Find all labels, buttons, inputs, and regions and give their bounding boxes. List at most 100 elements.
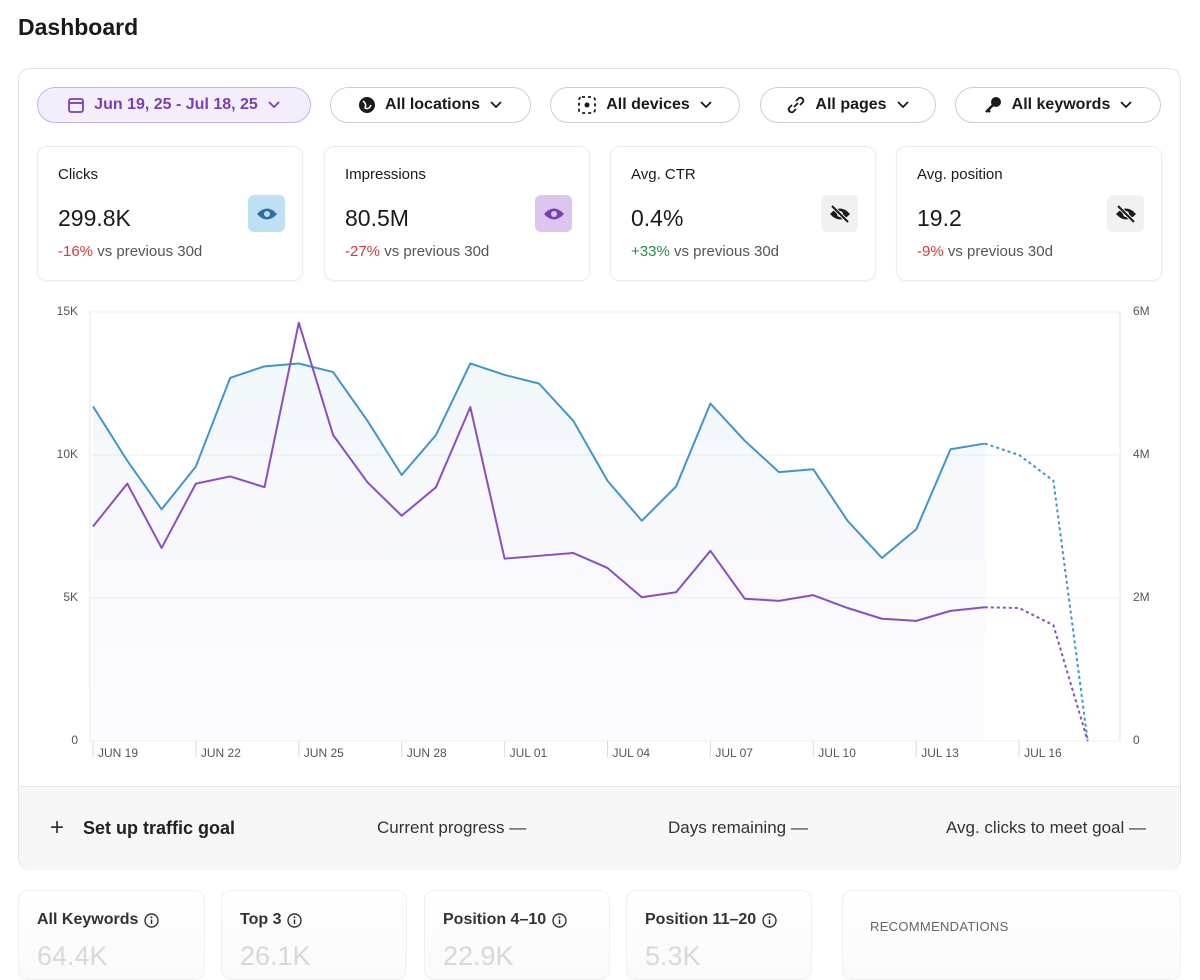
goal-stat-label: Current progress xyxy=(377,818,505,837)
filter-label: Jun 19, 25 - Jul 18, 25 xyxy=(94,96,258,113)
page-filter[interactable]: All pages xyxy=(760,87,936,123)
metric-label: Clicks xyxy=(58,166,98,183)
visibility-toggle[interactable] xyxy=(1107,195,1144,232)
y-tick-label: 5K xyxy=(63,590,78,604)
calendar-icon xyxy=(68,98,85,113)
goal-action[interactable]: Set up traffic goal xyxy=(83,818,236,838)
keyword-card[interactable]: All Keywords 64.4K xyxy=(18,890,205,980)
keyword-card-value: 22.9K xyxy=(443,941,514,971)
x-tick-label: JUL 01 xyxy=(510,746,548,760)
chart: 0 5K 10K 15K 0 2M 4M 6M JUN 19 JUN 22 JUN 25 JUN 28… xyxy=(57,304,1150,760)
filter-label: All devices xyxy=(606,96,690,113)
visibility-toggle[interactable] xyxy=(535,195,572,232)
keyword-card-value: 26.1K xyxy=(240,941,311,971)
chevron xyxy=(268,101,280,109)
eye-off-icon xyxy=(829,204,850,223)
metric-value: 19.2 xyxy=(917,205,962,231)
metric-comparison: vs previous 30d xyxy=(673,243,780,260)
recommendations-title: RECOMMENDATIONS xyxy=(870,919,1009,934)
keyword-card-title: Position 11–20 xyxy=(645,911,757,928)
metric-comparison: vs previous 30d xyxy=(947,243,1053,260)
keyword-card-label: Top 3 xyxy=(240,911,303,929)
metric-change: -9% xyxy=(917,243,944,260)
x-tick-label: JUL 13 xyxy=(921,746,959,760)
x-tick-label: JUL 16 xyxy=(1024,746,1062,760)
metric-label: Impressions xyxy=(345,166,426,183)
keyword-card-value: 5.3K xyxy=(645,941,701,971)
filter-label: All locations xyxy=(384,96,481,113)
goal-stat-value: — xyxy=(1129,818,1147,837)
x-tick-label: JUN 28 xyxy=(407,746,447,760)
line xyxy=(92,362,985,559)
x-tick-label: JUL 07 xyxy=(715,746,753,760)
x-tick-label: JUL 10 xyxy=(818,746,856,760)
chevron xyxy=(700,101,712,109)
eye-off-icon xyxy=(1115,204,1136,223)
metric-value: 80.5M xyxy=(345,205,409,231)
link-icon xyxy=(788,96,805,114)
metric-change: -16% xyxy=(58,243,94,260)
visibility-toggle[interactable] xyxy=(821,195,858,232)
x-tick-label: JUN 25 xyxy=(304,746,344,760)
chevron xyxy=(896,101,909,109)
projected-line xyxy=(984,606,1089,742)
info-icon xyxy=(144,912,160,928)
key-icon xyxy=(984,97,1001,113)
eye-icon xyxy=(543,208,564,219)
keyword-filter[interactable]: All keywords xyxy=(955,87,1161,123)
projected-line xyxy=(984,442,1089,742)
keyword-card[interactable]: Position 4–10 22.9K xyxy=(424,890,610,980)
goal-stat: Current progress — xyxy=(377,818,526,838)
goal-stat-label: Avg. clicks to meet goal xyxy=(946,818,1125,837)
chevron xyxy=(490,101,502,109)
devices-icon xyxy=(578,96,597,114)
keyword-card-label: Position 4–10 xyxy=(443,911,567,929)
metric-change-row: +33% vs previous 30d xyxy=(631,243,779,260)
goal-bar xyxy=(19,786,1180,870)
metric-change-row: -16% vs previous 30d xyxy=(58,243,202,260)
area xyxy=(93,363,985,741)
y-tick-label: 0 xyxy=(71,733,78,747)
y-tick-label: 10K xyxy=(57,447,78,461)
eye-icon xyxy=(256,208,277,219)
metric-change-row: -9% vs previous 30d xyxy=(917,243,1053,260)
y2-tick-label: 4M xyxy=(1133,447,1150,461)
keyword-card-title: Position 4–10 xyxy=(443,911,547,928)
filter-label: All pages xyxy=(815,96,887,113)
metric-label: Avg. position xyxy=(917,166,1003,183)
location-filter[interactable]: All locations xyxy=(330,87,531,123)
metric-value: 0.4% xyxy=(631,205,684,231)
metric-card[interactable]: Avg. CTR 0.4% +33% vs previous 30d xyxy=(610,146,876,281)
globe-icon xyxy=(358,97,375,113)
keyword-card[interactable]: Position 11–20 5.3K xyxy=(626,890,812,980)
goal-stat-value: — xyxy=(509,818,527,837)
chevron xyxy=(1120,101,1132,109)
recommendations-card: RECOMMENDATIONS xyxy=(842,890,1181,980)
metric-card[interactable]: Impressions 80.5M -27% vs previous 30d xyxy=(324,146,590,281)
plus-icon: + xyxy=(50,814,65,841)
metric-card[interactable]: Clicks 299.8K -16% vs previous 30d xyxy=(37,146,303,281)
y2-tick-label: 2M xyxy=(1133,590,1150,604)
x-tick-label: JUN 22 xyxy=(201,746,241,760)
keyword-card-title: All Keywords xyxy=(37,911,139,928)
date-filter[interactable]: Jun 19, 25 - Jul 18, 25 xyxy=(37,87,311,123)
visibility-toggle[interactable] xyxy=(248,195,285,232)
keyword-card-title: Top 3 xyxy=(240,911,282,928)
keyword-card[interactable]: Top 3 26.1K xyxy=(221,890,407,980)
y-tick-label: 15K xyxy=(57,304,78,318)
x-tick-label: JUL 04 xyxy=(613,746,651,760)
y2-tick-label: 6M xyxy=(1133,304,1150,318)
device-filter[interactable]: All devices xyxy=(550,87,740,123)
info-icon xyxy=(762,912,777,928)
keyword-card-value: 64.4K xyxy=(37,941,108,971)
metric-card[interactable]: Avg. position 19.2 -9% vs previous 30d xyxy=(896,146,1162,281)
y2-tick-label: 0 xyxy=(1133,733,1140,747)
goal-stat-label: Days remaining xyxy=(668,818,787,837)
goal-stat: Days remaining — xyxy=(668,818,808,838)
metric-comparison: vs previous 30d xyxy=(97,243,203,260)
x-tick-label: JUN 19 xyxy=(98,746,138,760)
info-icon xyxy=(287,912,303,928)
page-title: Dashboard xyxy=(18,14,139,40)
metric-value: 299.8K xyxy=(58,205,131,231)
metric-change-row: -27% vs previous 30d xyxy=(345,243,489,260)
